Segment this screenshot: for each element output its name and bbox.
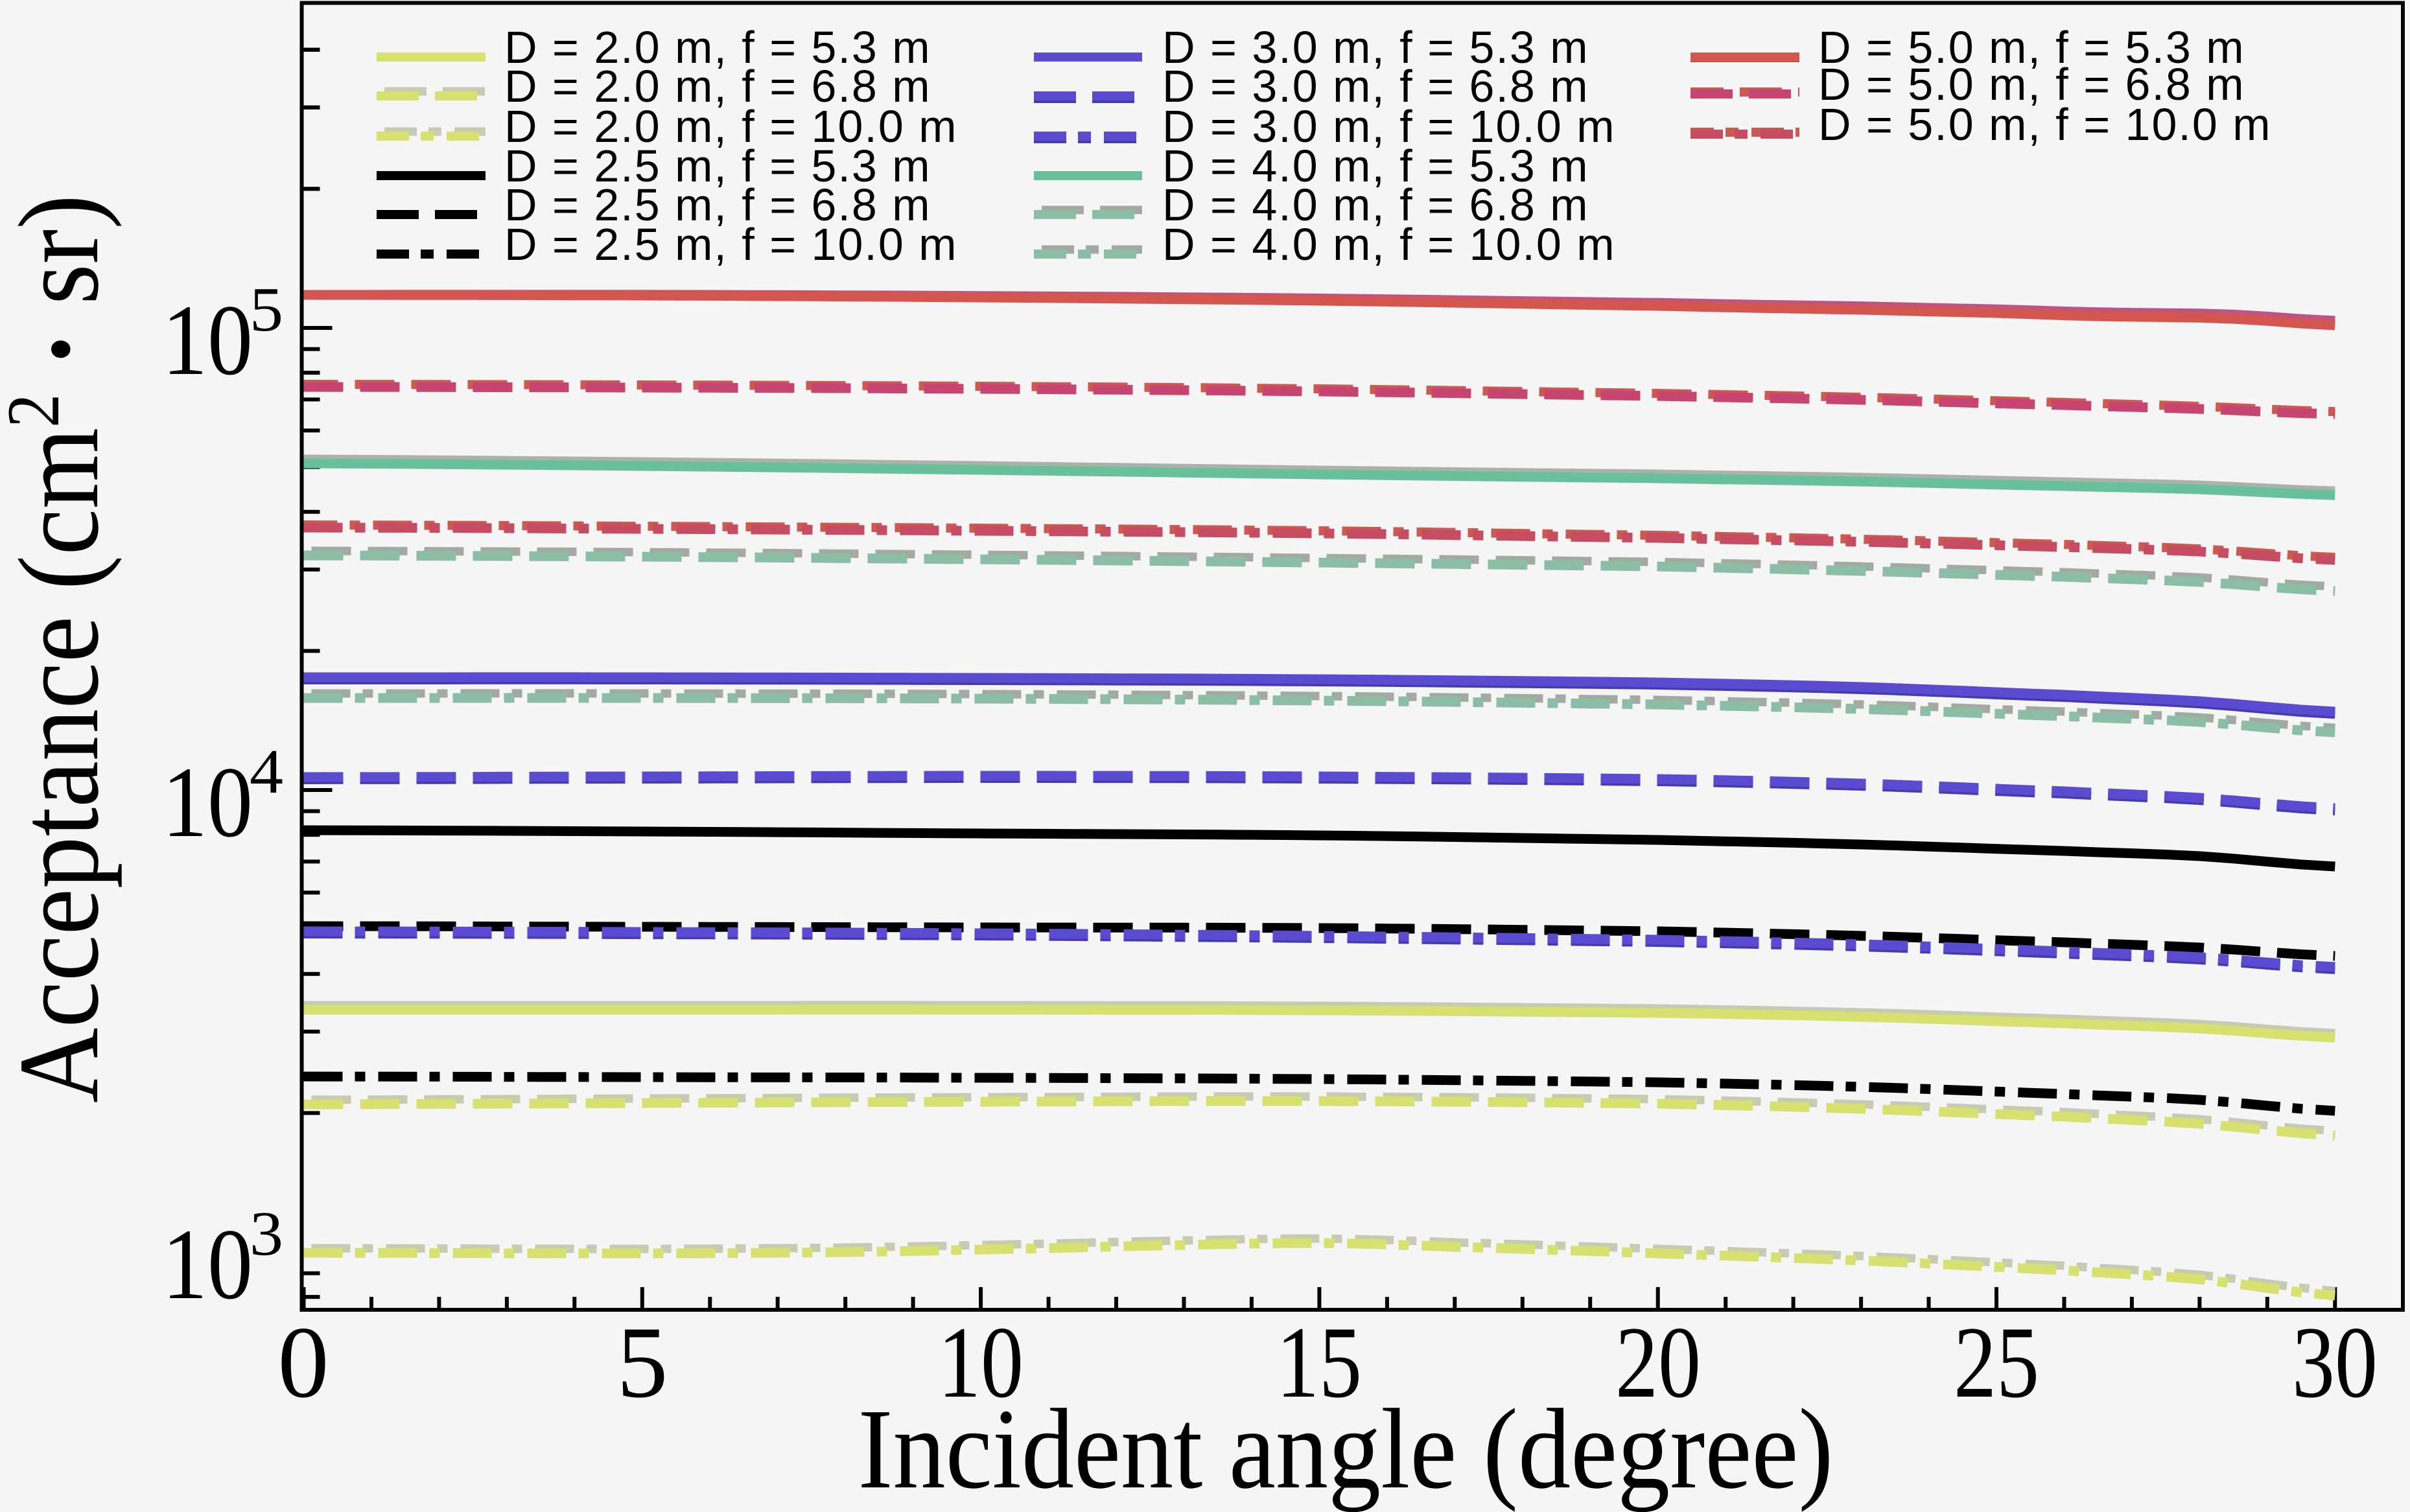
svg-text:D = 5.0 m, f = 5.3 m: D = 5.0 m, f = 5.3 m: [1818, 22, 2245, 73]
svg-text:D = 2.5 m, f = 10.0 m: D = 2.5 m, f = 10.0 m: [504, 219, 958, 270]
svg-text:D = 3.0 m, f = 6.8 m: D = 3.0 m, f = 6.8 m: [1162, 61, 1589, 111]
svg-text:D = 2.0 m, f = 10.0 m: D = 2.0 m, f = 10.0 m: [504, 101, 958, 152]
svg-text:25: 25: [1954, 1306, 2039, 1419]
svg-text:D = 5.0 m, f = 10.0 m: D = 5.0 m, f = 10.0 m: [1818, 99, 2272, 150]
svg-text:D = 4.0 m, f = 10.0 m: D = 4.0 m, f = 10.0 m: [1162, 219, 1616, 270]
svg-text:D = 2.5 m, f = 5.3 m: D = 2.5 m, f = 5.3 m: [504, 141, 931, 191]
svg-text:0: 0: [278, 1306, 329, 1419]
svg-text:D = 3.0 m, f = 10.0 m: D = 3.0 m, f = 10.0 m: [1162, 101, 1616, 152]
svg-text:D = 2.5 m, f = 6.8 m: D = 2.5 m, f = 6.8 m: [504, 180, 931, 230]
svg-text:10: 10: [162, 1208, 253, 1320]
svg-text:30: 30: [2292, 1306, 2378, 1419]
svg-text:20: 20: [1615, 1306, 1701, 1419]
svg-text:5: 5: [617, 1306, 668, 1419]
svg-text:D = 4.0 m, f = 5.3 m: D = 4.0 m, f = 5.3 m: [1162, 141, 1589, 191]
svg-text:D = 4.0 m, f = 6.8 m: D = 4.0 m, f = 6.8 m: [1162, 180, 1589, 230]
svg-text:10: 10: [162, 746, 253, 858]
svg-text:10: 10: [162, 284, 253, 396]
svg-text:3: 3: [250, 1199, 283, 1269]
svg-text:D = 5.0 m, f = 6.8 m: D = 5.0 m, f = 6.8 m: [1818, 59, 2245, 110]
svg-text:Incident angle (degree): Incident angle (degree): [858, 1386, 1834, 1512]
svg-text:4: 4: [250, 737, 283, 807]
svg-text:D = 2.0 m, f = 5.3 m: D = 2.0 m, f = 5.3 m: [504, 22, 931, 73]
svg-text:5: 5: [250, 275, 283, 345]
svg-text:D = 2.0 m, f = 6.8 m: D = 2.0 m, f = 6.8 m: [504, 61, 931, 111]
svg-text:Acceptance (cm2 . sr): Acceptance (cm2 . sr): [0, 194, 123, 1103]
svg-text:D = 3.0 m, f = 5.3 m: D = 3.0 m, f = 5.3 m: [1162, 22, 1589, 73]
svg-text:10: 10: [938, 1306, 1024, 1419]
svg-text:15: 15: [1276, 1306, 1362, 1419]
